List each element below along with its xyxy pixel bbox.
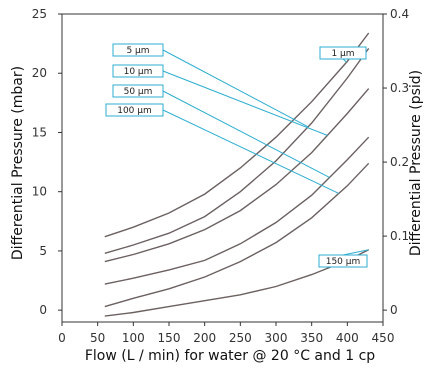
label-box — [105, 103, 164, 117]
x-tick-label: 300 — [265, 331, 288, 345]
x-tick-label: 350 — [300, 331, 323, 345]
y2-tick-label: 0.4 — [390, 7, 409, 21]
x-tick-label: 50 — [90, 331, 105, 345]
series-label: 150 µm — [326, 257, 361, 267]
label-box — [112, 64, 164, 78]
y-tick-label: 10 — [32, 185, 47, 199]
label-box — [112, 84, 164, 98]
y2-tick-label: 0.3 — [390, 81, 409, 95]
label-leader-line — [162, 90, 330, 178]
series-label: 1 µm — [331, 49, 354, 59]
x-tick-label: 150 — [158, 331, 181, 345]
series-label: 100 µm — [117, 106, 152, 116]
series-lines — [104, 32, 370, 317]
x-tick-label: 0 — [58, 331, 66, 345]
y-tick-label: 0 — [39, 303, 47, 317]
label-leader-line — [162, 49, 309, 128]
y-tick-label: 15 — [32, 125, 47, 139]
x-tick-label: 250 — [229, 331, 252, 345]
y-tick-label: 5 — [39, 244, 47, 258]
y-tick-label: 20 — [32, 66, 47, 80]
label-box — [318, 254, 368, 268]
x-axis-ticks: 0 50 100 150 200 250 300 350 400 450 — [58, 322, 394, 345]
series-line-2 — [104, 88, 370, 263]
series-labels: 5 µm 10 µm 50 µm 100 µm 1 µm 150 µm — [105, 43, 369, 268]
label-leader-line — [342, 249, 369, 256]
x-tick-label: 400 — [336, 331, 359, 345]
series-line-3 — [104, 136, 370, 285]
label-box — [112, 43, 164, 57]
series-line-1 — [104, 47, 370, 254]
y-tick-label: 25 — [32, 7, 47, 21]
y2-tick-label: 0.1 — [390, 229, 409, 243]
y2-tick-label: 0.2 — [390, 155, 409, 169]
label-box — [319, 46, 367, 60]
y2-axis-title: Differential Pressure (psid) — [408, 70, 424, 256]
x-tick-label: 450 — [372, 331, 395, 345]
x-axis-title: Flow (L / min) for water @ 20 °C and 1 c… — [85, 348, 375, 364]
x-tick-label: 100 — [122, 331, 145, 345]
x-tick-label: 200 — [193, 331, 216, 345]
plot-border — [61, 13, 384, 323]
y2-axis-ticks: 0 0.1 0.2 0.3 0.4 — [383, 7, 409, 317]
series-label: 5 µm — [126, 46, 149, 56]
y2-tick-label: 0 — [390, 303, 398, 317]
plot-frame — [61, 13, 384, 323]
label-leader-line — [342, 58, 347, 63]
y-axis-title: Differential Pressure (mbar) — [10, 66, 26, 260]
y-axis-ticks: 0 5 10 15 20 25 — [32, 7, 62, 317]
series-line-4 — [104, 162, 370, 308]
label-leader-line — [162, 109, 339, 194]
series-line-0 — [104, 32, 370, 238]
series-label: 50 µm — [124, 87, 153, 97]
series-label: 10 µm — [124, 67, 153, 77]
label-leader-line — [162, 70, 328, 136]
